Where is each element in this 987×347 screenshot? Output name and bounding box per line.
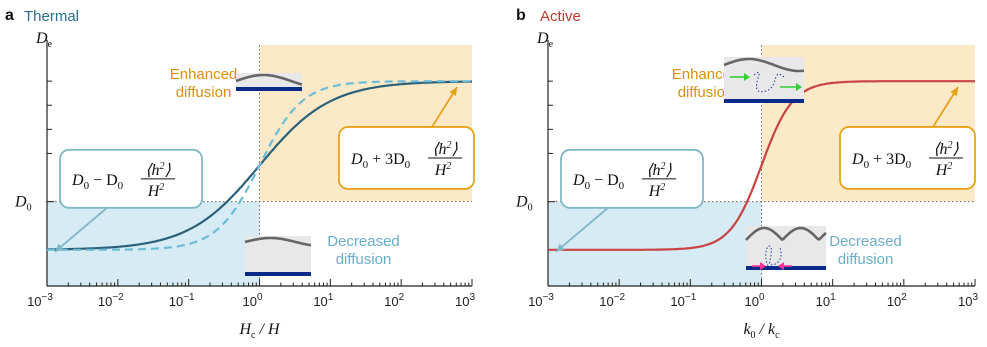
fraction-denominator: H2 [434, 161, 452, 179]
formula-box-decreased: D0 − D0 ⟨h2⟩ H2 [555, 148, 704, 253]
y-axis-label: De [536, 30, 554, 50]
x-tick-label: 10−2 [599, 292, 625, 309]
x-tick-label: 10−1 [670, 292, 696, 309]
fraction-denominator: H2 [147, 182, 165, 200]
membrane-inset-enhanced [235, 73, 303, 91]
fraction-numerator: ⟨h2⟩ [933, 140, 959, 158]
pointer-arrow [54, 207, 108, 253]
membrane-inset-enhanced [723, 57, 805, 103]
membrane-gap [724, 57, 804, 99]
fraction-numerator: ⟨h2⟩ [432, 140, 458, 158]
series-line-dashed [47, 80, 472, 251]
membrane-surface [745, 226, 827, 242]
panel-letter: a [5, 7, 14, 24]
x-axis-label: k0 / kc [743, 321, 780, 341]
pointer-arrowhead [449, 87, 457, 97]
formula-text: D0 − D0 [71, 172, 124, 192]
fraction-denominator: H2 [648, 182, 666, 200]
flow-arrowhead-pink [778, 262, 784, 270]
particle-path [765, 245, 782, 267]
formula-box-frame [59, 148, 203, 209]
decreased-region [548, 201, 762, 286]
formula-box-frame [839, 126, 976, 190]
decreased-label: Decreased diffusion [829, 233, 902, 268]
x-tick-label: 101 [313, 292, 333, 309]
x-tick-label: 10−3 [27, 292, 53, 309]
y-tick-label-d0: D0 [515, 194, 533, 214]
formula-box-enhanced: D0 + 3D0 ⟨h2⟩ H2 [839, 86, 976, 190]
y-tick-label-d0: D0 [14, 194, 32, 214]
x-axis-label: Hc / H [238, 321, 280, 341]
x-tick-label: 101 [816, 292, 836, 309]
x-tick-label: 103 [455, 292, 475, 309]
formula-box-frame [560, 148, 704, 209]
y-axis-label: De [35, 30, 53, 50]
panel-letter: b [516, 7, 526, 24]
x-tick-label: 103 [958, 292, 978, 309]
flow-arrowhead-green [744, 73, 750, 81]
x-tick-label: 100 [744, 292, 764, 309]
formula-box-decreased: D0 − D0 ⟨h2⟩ H2 [54, 148, 203, 253]
membrane-surface [244, 236, 312, 247]
membrane-substrate [236, 87, 302, 91]
membrane-inset-decreased [745, 226, 827, 270]
membrane-substrate [724, 99, 804, 103]
pointer-arrowhead [55, 243, 64, 252]
flow-arrowhead-pink [760, 262, 766, 270]
flow-arrowhead-green [796, 83, 802, 91]
membrane-surface [235, 73, 303, 86]
pointer-arrow [555, 207, 609, 253]
fraction-denominator: H2 [935, 161, 953, 179]
membrane-inset-decreased [244, 236, 312, 276]
formula-text: D0 + 3D0 [350, 151, 411, 171]
pointer-arrowhead [950, 87, 958, 97]
formula-box-frame [338, 126, 475, 190]
enhanced-label: Enhanced diffusion [170, 66, 238, 101]
formula-text: D0 − D0 [572, 172, 625, 192]
enhanced-label: Enhanced diffusion [672, 66, 740, 101]
x-tick-label: 10−3 [528, 292, 554, 309]
panel-title: Active [540, 8, 581, 25]
membrane-gap [245, 236, 311, 272]
membrane-substrate [245, 272, 311, 276]
formula-text: D0 + 3D0 [851, 151, 912, 171]
x-tick-label: 10−2 [98, 292, 124, 309]
membrane-surface [723, 57, 805, 73]
membrane-substrate [746, 266, 826, 270]
series-line-solid [548, 80, 975, 251]
x-tick-label: 100 [242, 292, 262, 309]
decreased-region [47, 201, 260, 286]
fraction-numerator: ⟨h2⟩ [145, 161, 171, 179]
particle-path [753, 72, 785, 93]
fraction-numerator: ⟨h2⟩ [646, 161, 672, 179]
formula-box-enhanced: D0 + 3D0 ⟨h2⟩ H2 [338, 86, 475, 190]
panel-b: 10−3 10−2 10−1 100 101 102 103 D0 De k0 / kc b Acti… [515, 7, 978, 341]
panel-title: Thermal [24, 8, 79, 25]
membrane-gap [746, 226, 826, 266]
pointer-arrowhead [556, 243, 565, 252]
x-tick-label: 10−1 [169, 292, 195, 309]
decreased-label: Decreased diffusion [327, 233, 400, 268]
x-tick-label: 102 [384, 292, 404, 309]
x-tick-label: 102 [887, 292, 907, 309]
panel-a: 10−3 10−2 10−1 100 101 102 103 D0 De Hc / H a Therm… [5, 7, 475, 341]
